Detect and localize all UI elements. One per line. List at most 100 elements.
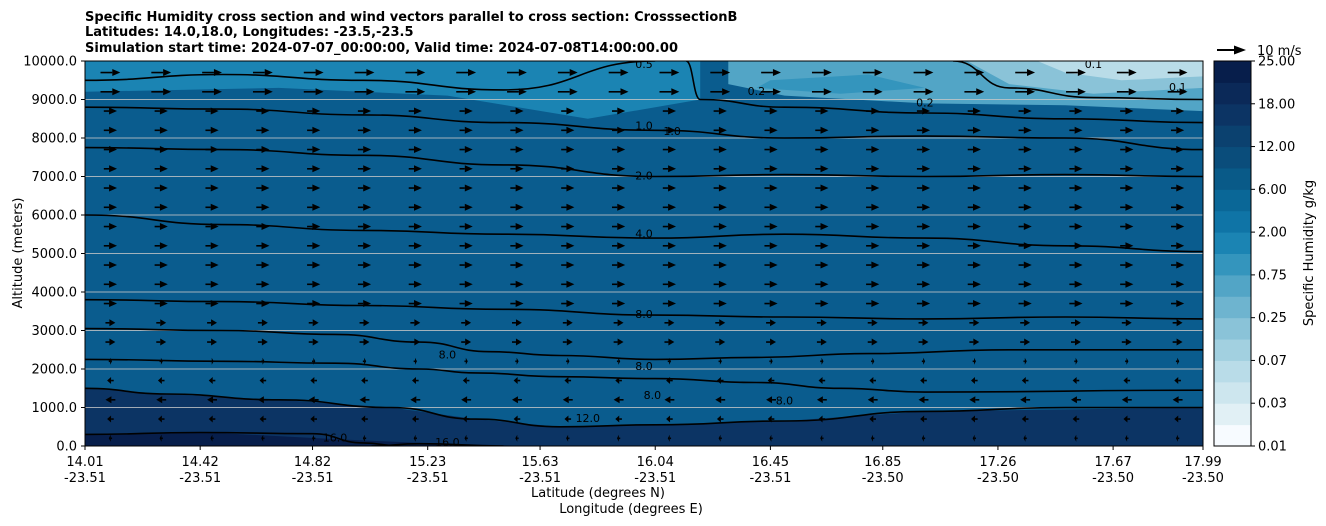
wind-vector-head [1024,319,1031,327]
wind-vector-head [261,165,270,173]
wind-vector-head [515,146,524,154]
wind-vector-head [464,203,473,211]
wind-vector-head [1179,88,1188,96]
wind-vector-head [363,107,372,115]
y-tick-label: 7000.0 [32,170,78,185]
wind-vector-head [618,357,621,365]
wind-vector-head [208,415,213,423]
colorbar-frame [1213,60,1252,447]
wind-vector-head [971,377,975,385]
wind-vector-head [261,280,270,288]
wind-vector-head [363,126,372,134]
colorbar-segment [1214,125,1251,148]
wind-vector-head [1074,126,1083,134]
wind-vector-head [464,280,473,288]
colorbar-segment [1214,339,1251,361]
colorbar-segment [1214,61,1251,83]
wind-vector-head [109,223,118,231]
y-tick-label: 0.0 [56,440,77,455]
wind-vector-head [515,126,524,134]
wind-vector-head [566,203,575,211]
wind-vector-head [518,88,527,96]
colorbar-tick-label: 25.00 [1258,55,1295,70]
wind-vector-head [871,107,880,115]
wind-vector-head [617,165,626,173]
x-tick-label-longitude: -23.51 [64,471,106,486]
wind-vector-head [718,280,727,288]
wind-vector-head [109,165,118,173]
wind-vector-head [210,300,219,308]
wind-vector-head [617,280,626,288]
wind-vector-head [820,338,827,346]
contour-line [85,146,1203,178]
wind-vector-head [620,69,629,77]
wind-vector-head [1125,146,1134,154]
wind-vector-head [513,377,518,385]
contour-label: 8.0 [644,389,662,402]
wind-vector-head [767,415,772,423]
wind-vector-head [566,280,575,288]
wind-vector-head [1125,107,1134,115]
wind-vector-head [312,223,321,231]
humidity-fill-band [1037,61,1203,81]
wind-vector-head [976,88,985,96]
wind-vector-head [1077,69,1086,77]
wind-vector-head [261,107,270,115]
wind-vector-head [820,434,823,442]
wind-vector-head [566,261,575,269]
wind-vector-head [464,165,473,173]
wind-vector-head [107,415,112,423]
contour-line [85,298,1203,320]
wind-vector-head [210,165,219,173]
wind-vector-head [410,396,417,404]
colorbar-tick-label: 0.03 [1258,397,1287,412]
wind-vector-head [1074,223,1083,231]
y-tick-label: 8000.0 [32,132,78,147]
wind-vector-head [972,300,981,308]
wind-vector-head [211,357,214,365]
wind-vector-head [566,184,575,192]
wind-vector-head [417,69,426,77]
wind-vector-head [969,396,976,404]
wind-vector-head [1074,338,1081,346]
wind-vector-head [972,261,981,269]
wind-vector-head [922,107,931,115]
wind-vector-head [159,146,168,154]
x-tick-label-latitude: 17.67 [1095,455,1132,470]
colorbar-segment [1214,296,1251,319]
wind-vector-head [109,338,116,346]
wind-vector-head [159,261,168,269]
wind-vector-head [769,107,778,115]
wind-vector-head [569,88,578,96]
x-tick-label-latitude: 16.85 [864,455,901,470]
wind-vector-head [1125,261,1134,269]
y-axis-label: Altitude (meters) [11,198,26,309]
wind-vector-head [1125,434,1128,442]
wind-vector-head [816,396,823,404]
wind-vector-head [1071,396,1077,404]
contour-label: 8.0 [635,308,653,321]
wind-vector-head [515,223,524,231]
wind-vector-head [871,203,880,211]
wind-vector-head [261,319,268,327]
colorbar-segment [1214,424,1251,447]
wind-vector-head [871,242,880,250]
wind-vector-head [867,396,874,404]
wind-vector-head [465,357,468,365]
wind-vector-head [1072,415,1077,423]
wind-vector-head [464,146,473,154]
wind-vector-head [1125,242,1134,250]
wind-vector-head [261,338,268,346]
wind-vector-head [922,165,931,173]
wind-vector-head [261,434,264,442]
contour-line [85,387,1203,428]
wind-vector-head [718,223,727,231]
wind-vector-head [617,300,626,308]
contour-line [685,61,1203,124]
contour-line [952,61,1203,101]
wind-vector-head [973,338,980,346]
wind-vector-head [262,357,265,365]
wind-vector-head [1024,338,1031,346]
wind-vector-head [1125,319,1132,327]
